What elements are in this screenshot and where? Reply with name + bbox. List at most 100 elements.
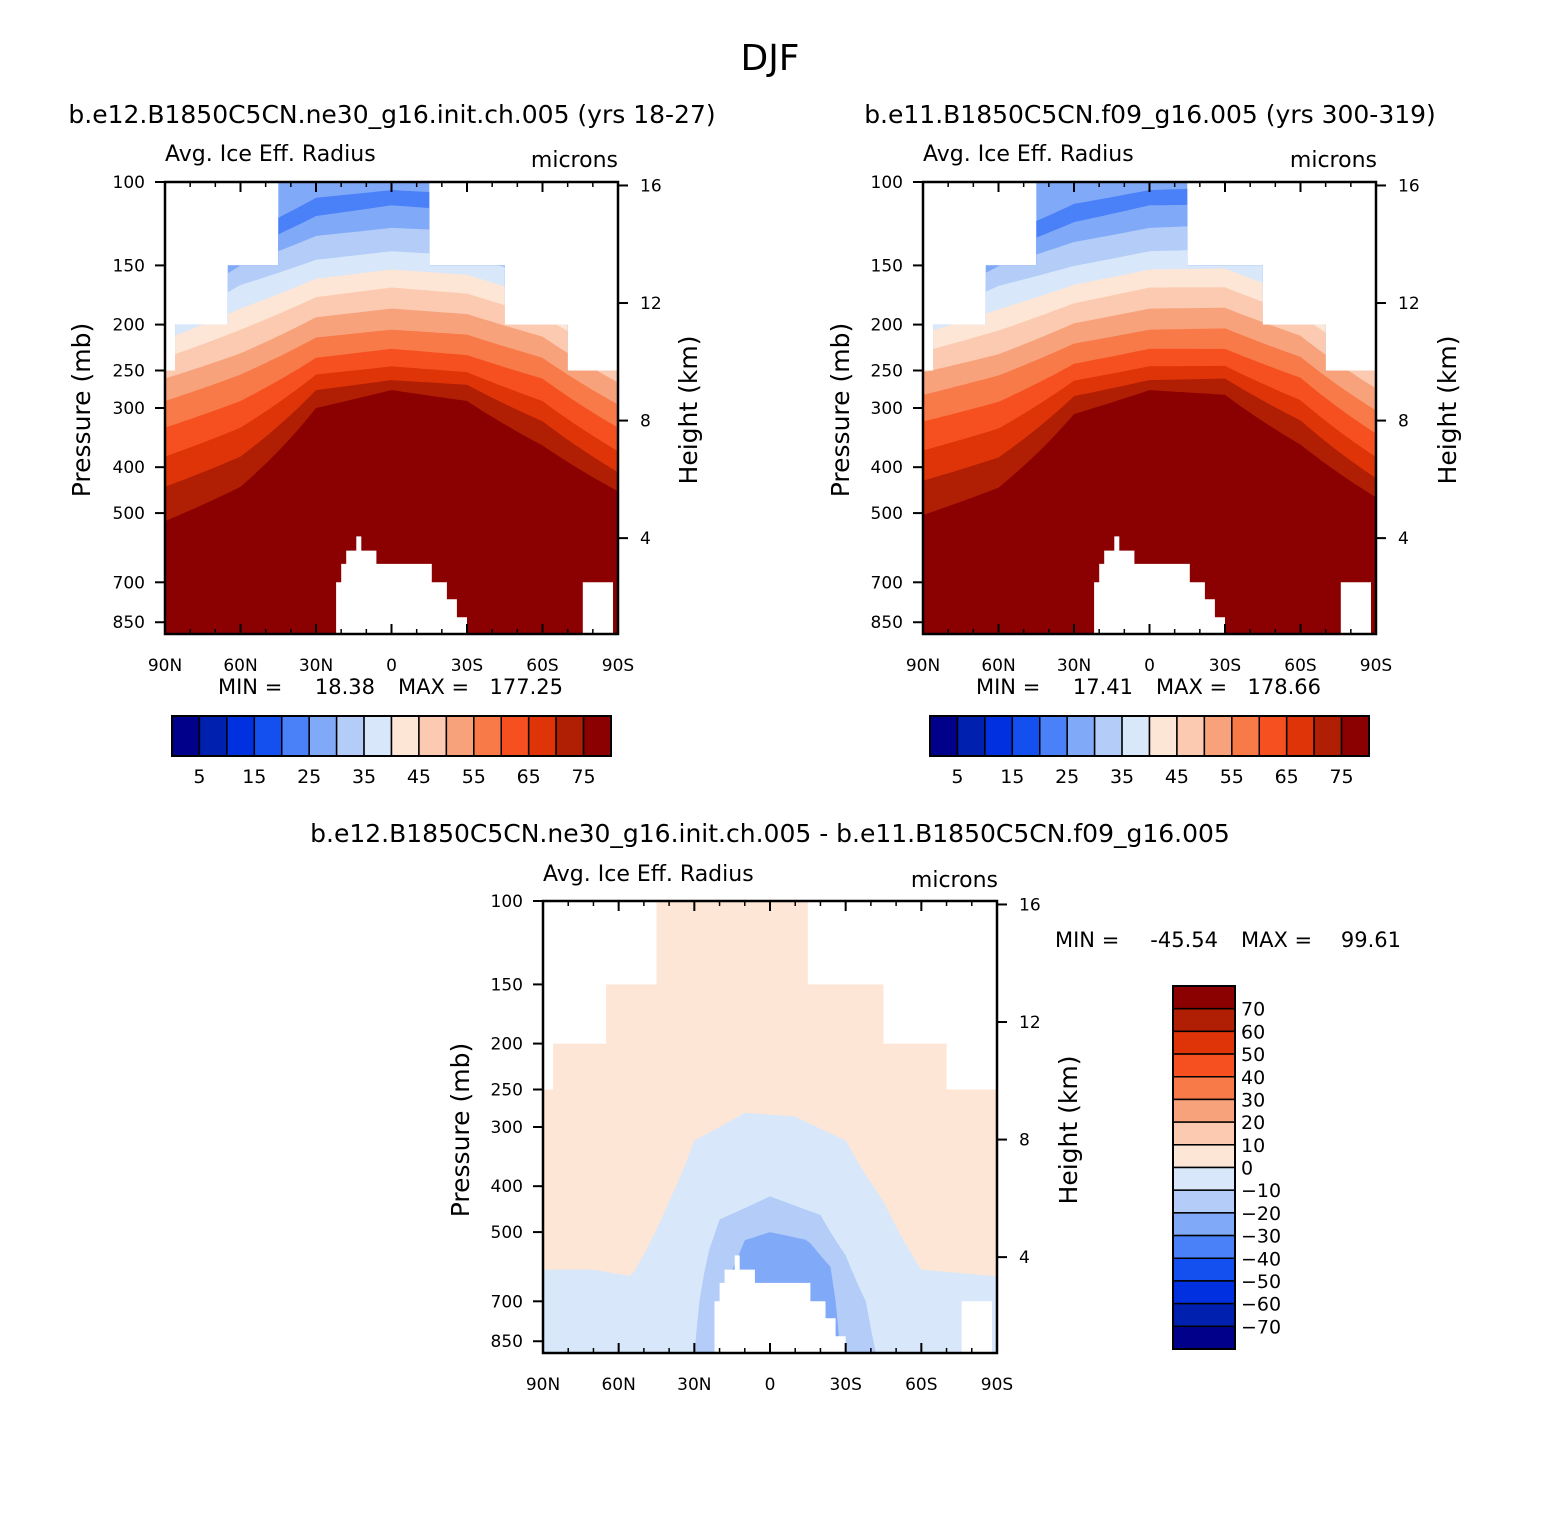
panel1-ytick-label: 150: [113, 256, 145, 276]
panel3-colorbar-label: −20: [1241, 1203, 1281, 1225]
panel1-xtick-label: 30S: [451, 656, 483, 676]
panel-3-min-value: -45.54: [1150, 928, 1218, 952]
panel3-colorbar-label: −50: [1241, 1271, 1281, 1293]
panel1-colorbar-label: 15: [242, 766, 266, 788]
panel3-colorbar-cell: [1172, 1302, 1236, 1328]
panel3-ytick-label: 500: [491, 1223, 523, 1243]
panel2-colorbar-cell: [956, 715, 986, 757]
panel3-colorbar-cell: [1172, 1166, 1236, 1191]
panel3-colorbar-frame: [1172, 985, 1236, 1350]
panel-2-plot: 90N 60N 30N 0 30S 60S 90S 100 150 200 250 300 400 500…: [871, 173, 1420, 676]
panel3-ytick-right-label: 8: [1019, 1131, 1030, 1151]
panel1-ytick-label: 300: [113, 399, 145, 419]
panel3-colorbar-cell: [1172, 1007, 1236, 1033]
panel1-colorbar-cell: [226, 715, 256, 757]
panel3-colorbar-label: −70: [1241, 1316, 1281, 1338]
panel2-colorbar-label: 25: [1055, 766, 1079, 788]
panel3-colorbar-label: 0: [1241, 1158, 1253, 1180]
panel2-colorbar-cell: [1258, 715, 1288, 757]
panel-3-max-value: 99.61: [1341, 928, 1401, 952]
panel2-colorbar-cell: [1176, 715, 1206, 757]
panel1-xtick-label: 60S: [526, 656, 558, 676]
panel1-colorbar-cell: [390, 715, 420, 757]
panel2-ytick-label: 400: [871, 458, 903, 478]
panel3-xtick-label: 90S: [981, 1375, 1013, 1395]
panel2-colorbar-label: 75: [1329, 766, 1353, 788]
panel2-xtick-label: 0: [1144, 656, 1155, 676]
panel2-xtick-label: 30S: [1209, 656, 1241, 676]
panel3-ytick-label: 150: [491, 975, 523, 995]
panel3-colorbar-cell: [1172, 1076, 1236, 1101]
panel2-colorbar-label: 15: [1000, 766, 1024, 788]
panel1-terrain-mask: [336, 536, 467, 634]
panel-1-colorbar: 5 15 25 35 45 55 65 75: [171, 715, 612, 788]
panel-1-units: microns: [531, 148, 618, 173]
panel1-ytick-right-label: 8: [640, 412, 651, 432]
panel1-colorbar-label: 55: [462, 766, 486, 788]
panel2-ytick-right-label: 16: [1398, 176, 1420, 196]
panel2-terrain-mask: [1094, 536, 1225, 634]
panel3-colorbar-label: −40: [1241, 1248, 1281, 1270]
panel3-colorbar-label: −10: [1241, 1180, 1281, 1202]
panel3-ytick-label: 250: [491, 1080, 523, 1100]
panel2-ytick-label: 500: [871, 504, 903, 524]
panel1-ytick-right-label: 4: [640, 529, 651, 549]
panel3-colorbar-cell: [1172, 1030, 1236, 1055]
panel2-colorbar-cell: [1148, 715, 1178, 757]
panel2-ytick-right-label: 12: [1398, 294, 1420, 314]
panel1-ytick-label: 200: [113, 316, 145, 336]
panel2-ytick-label: 150: [871, 256, 903, 276]
panel2-colorbar-cell: [1039, 715, 1068, 757]
panel3-colorbar-cell: [1172, 985, 1236, 1010]
panel1-colorbar-cell: [363, 715, 393, 757]
panel1-colorbar-label: 35: [352, 766, 376, 788]
panel3-ytick-label: 400: [491, 1177, 523, 1197]
panel-3-ylabel-right: Height (km): [1054, 1056, 1083, 1205]
panel2-xtick-label: 60N: [981, 656, 1015, 676]
panel1-colorbar-cell: [308, 715, 338, 757]
panel-2-max-label: MAX =: [1156, 675, 1227, 699]
panel1-colorbar-label: 45: [407, 766, 431, 788]
panel3-terrain-mask: [961, 1301, 992, 1353]
panel1-ytick-label: 500: [113, 504, 145, 524]
panel2-ytick-label: 250: [871, 361, 903, 381]
panel3-colorbar-label: 40: [1241, 1067, 1265, 1089]
panel1-colorbar-cell: [253, 715, 283, 757]
panel1-ytick-right-label: 12: [640, 294, 662, 314]
panel3-colorbar-cell: [1172, 1325, 1236, 1350]
panel1-colorbar-cell: [281, 715, 310, 757]
panel1-colorbar-label: 25: [297, 766, 321, 788]
panel2-ytick-right-label: 8: [1398, 412, 1409, 432]
panel-1-max-label: MAX =: [398, 675, 469, 699]
panel3-ytick-right-label: 12: [1019, 1013, 1041, 1033]
panel1-colorbar-frame: [171, 715, 612, 757]
panel2-colorbar-cell: [1121, 715, 1151, 757]
panel2-colorbar-cell: [1313, 715, 1343, 757]
panel1-colorbar-cell: [555, 715, 585, 757]
panel1-ytick-label: 250: [113, 361, 145, 381]
panel2-ytick-label: 850: [871, 613, 903, 633]
panel1-xtick-label: 0: [386, 656, 397, 676]
panel2-colorbar-cell: [1066, 715, 1096, 757]
panel1-ytick-label: 100: [113, 173, 145, 193]
panel-1: b.e12.B1850C5CN.ne30_g16.init.ch.005 (yr…: [67, 100, 716, 788]
panel-2-ylabel-right: Height (km): [1433, 336, 1462, 485]
panel2-colorbar-cell: [1093, 715, 1123, 757]
panel2-colorbar-cell: [1285, 715, 1315, 757]
panel2-terrain-mask: [1340, 582, 1371, 634]
panel3-colorbar-cell: [1172, 1280, 1236, 1305]
panel-2: b.e11.B1850C5CN.f09_g16.005 (yrs 300-319…: [826, 100, 1462, 788]
panel1-xtick-label: 60N: [223, 656, 257, 676]
panel2-colorbar-label: 35: [1110, 766, 1134, 788]
panel-3: b.e12.B1850C5CN.ne30_g16.init.ch.005 - b…: [310, 819, 1401, 1395]
panel2-colorbar-cell: [984, 715, 1014, 757]
panel1-contours: [165, 182, 618, 634]
panel2-colorbar-cell: [929, 715, 959, 757]
panel3-colorbar-label: 10: [1241, 1135, 1265, 1157]
panel2-ytick-label: 100: [871, 173, 903, 193]
panel-2-ylabel: Pressure (mb): [826, 323, 855, 497]
panel-3-min-label: MIN =: [1055, 928, 1119, 952]
panel1-ytick-right-label: 16: [640, 176, 662, 196]
panel3-colorbar-label: 70: [1241, 999, 1265, 1021]
